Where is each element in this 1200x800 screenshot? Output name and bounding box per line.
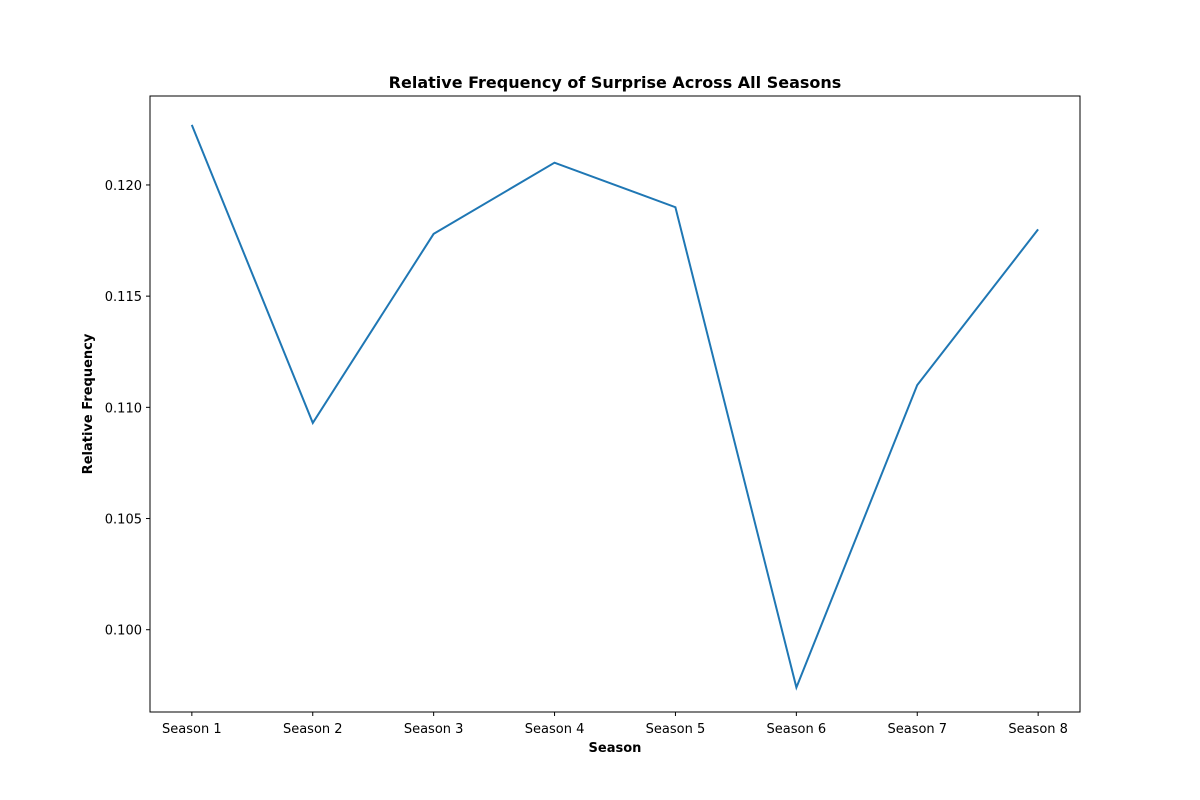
chart-title: Relative Frequency of Surprise Across Al… bbox=[389, 73, 842, 92]
x-tick-label: Season 4 bbox=[525, 722, 585, 737]
y-axis-title: Relative Frequency bbox=[81, 333, 96, 474]
y-tick-label: 0.110 bbox=[105, 401, 142, 416]
y-tick-label: 0.120 bbox=[105, 179, 142, 194]
y-tick-label: 0.105 bbox=[105, 513, 142, 528]
y-axis: 0.100 0.105 0.110 0.115 0.120 bbox=[105, 179, 150, 639]
x-tick-label: Season 1 bbox=[162, 722, 222, 737]
x-axis-title: Season bbox=[589, 741, 642, 756]
y-tick-label: 0.115 bbox=[105, 290, 142, 305]
plot-area bbox=[149, 95, 1081, 713]
x-tick-label: Season 2 bbox=[283, 722, 343, 737]
series-layer bbox=[190, 124, 1039, 691]
x-tick-label: Season 8 bbox=[1008, 722, 1068, 737]
x-tick-label: Season 7 bbox=[887, 722, 947, 737]
x-tick-label: Season 3 bbox=[404, 722, 464, 737]
y-tick-label: 0.100 bbox=[105, 624, 142, 639]
x-tick-label: Season 6 bbox=[767, 722, 827, 737]
x-axis: Season 1 Season 2 Season 3 Season 4 Season 5… bbox=[162, 712, 1068, 737]
x-tick-label: Season 5 bbox=[646, 722, 706, 737]
series-line bbox=[190, 124, 1039, 691]
